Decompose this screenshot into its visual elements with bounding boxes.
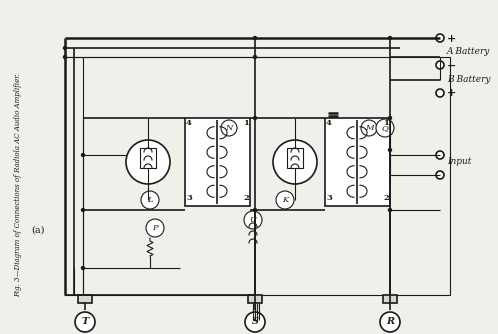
Text: R: R — [386, 318, 394, 327]
Text: T: T — [81, 318, 89, 327]
Circle shape — [380, 312, 400, 332]
Circle shape — [221, 120, 237, 136]
Text: N: N — [225, 124, 233, 132]
Circle shape — [436, 151, 444, 159]
Text: 4: 4 — [186, 119, 192, 127]
Circle shape — [273, 140, 317, 184]
Text: U: U — [249, 216, 256, 224]
Circle shape — [75, 312, 95, 332]
Circle shape — [253, 208, 256, 211]
Text: Fig. 3—Diagram of Connections of Radiola AC Audio Amplifier.: Fig. 3—Diagram of Connections of Radiola… — [14, 73, 22, 297]
Circle shape — [436, 34, 444, 42]
Bar — [248, 295, 262, 303]
Text: +: + — [447, 88, 456, 99]
Text: A Battery: A Battery — [447, 47, 491, 56]
Circle shape — [82, 267, 85, 270]
Text: 2: 2 — [383, 194, 389, 202]
Text: 3: 3 — [186, 194, 192, 202]
Circle shape — [244, 211, 262, 229]
Circle shape — [253, 55, 256, 58]
Bar — [78, 295, 92, 303]
Circle shape — [436, 171, 444, 179]
Circle shape — [141, 191, 159, 209]
Circle shape — [146, 219, 164, 237]
Circle shape — [253, 36, 256, 39]
Bar — [185, 118, 250, 206]
Circle shape — [436, 61, 444, 69]
Text: 1: 1 — [243, 119, 249, 127]
Circle shape — [82, 208, 85, 211]
Bar — [65, 57, 450, 295]
Text: +: + — [447, 32, 456, 43]
Text: B Battery: B Battery — [447, 75, 491, 85]
Circle shape — [64, 55, 67, 58]
Text: 4: 4 — [326, 119, 332, 127]
Circle shape — [126, 140, 170, 184]
Text: M: M — [365, 124, 374, 132]
Text: −: − — [447, 59, 456, 70]
Text: L: L — [147, 196, 153, 204]
Text: P: P — [152, 224, 158, 232]
Bar — [287, 148, 303, 168]
Text: (a): (a) — [31, 225, 45, 234]
Circle shape — [245, 312, 265, 332]
Circle shape — [361, 120, 377, 136]
Text: 3: 3 — [326, 194, 332, 202]
Text: K: K — [282, 196, 288, 204]
Bar — [383, 295, 397, 303]
Text: Input: Input — [447, 158, 472, 167]
Bar — [325, 118, 390, 206]
Circle shape — [82, 154, 85, 157]
Circle shape — [436, 89, 444, 97]
Circle shape — [253, 117, 256, 120]
Text: S: S — [251, 318, 258, 327]
Circle shape — [64, 46, 67, 49]
Circle shape — [388, 208, 391, 211]
Text: Q: Q — [381, 124, 388, 132]
Circle shape — [376, 119, 394, 137]
Circle shape — [388, 117, 391, 120]
Bar — [140, 148, 156, 168]
Text: 2: 2 — [243, 194, 249, 202]
Text: 1: 1 — [383, 119, 389, 127]
Circle shape — [276, 191, 294, 209]
Circle shape — [388, 149, 391, 152]
Circle shape — [388, 36, 391, 39]
